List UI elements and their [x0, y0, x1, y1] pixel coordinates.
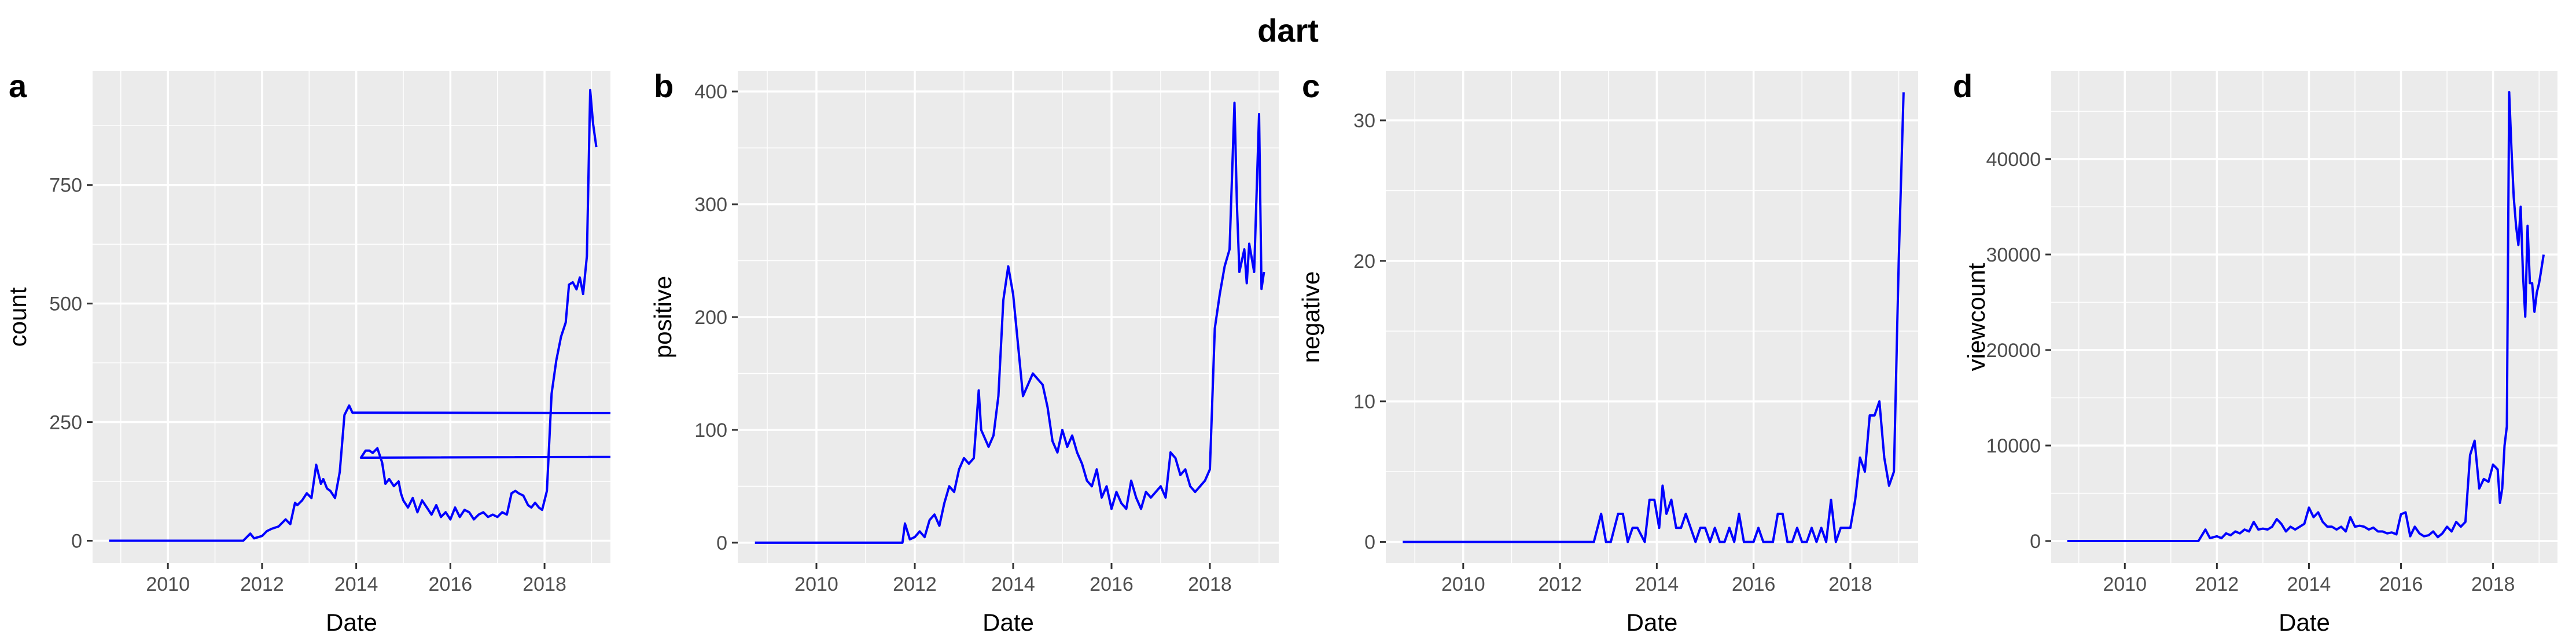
y-tick-label: 30000 — [1986, 244, 2041, 266]
y-axis-title-c: negative — [1297, 271, 1324, 363]
x-tick-label: 2014 — [991, 573, 1035, 595]
x-tick-label: 2010 — [794, 573, 838, 595]
y-tick-label: 500 — [49, 293, 82, 315]
x-tick-label: 2018 — [1828, 573, 1872, 595]
y-tick-label: 400 — [694, 81, 727, 103]
x-tick-label: 2010 — [2103, 573, 2147, 595]
y-tick-label: 0 — [71, 530, 82, 552]
x-tick-label: 2018 — [2471, 573, 2515, 595]
y-tick-label: 20 — [1353, 251, 1375, 273]
x-axis-title-d: Date — [2279, 609, 2330, 636]
panel-label-b: b — [654, 68, 674, 104]
plot-background — [93, 71, 610, 563]
panel-label-c: c — [1302, 68, 1320, 104]
y-tick-label: 10000 — [1986, 435, 2041, 457]
x-tick-label: 2016 — [1090, 573, 1134, 595]
figure-title: dart — [1257, 12, 1319, 49]
x-tick-label: 2010 — [146, 573, 190, 595]
x-tick-label: 2014 — [334, 573, 378, 595]
x-tick-label: 2012 — [1538, 573, 1582, 595]
x-axis-title-c: Date — [1626, 609, 1678, 636]
panel-b: b Date positive 2010 2012 2014 2016 2018 0 100… — [649, 68, 1279, 636]
x-tick-label: 2018 — [1188, 573, 1232, 595]
y-axis-title-a: count — [4, 287, 31, 347]
x-tick-label: 2012 — [893, 573, 937, 595]
y-tick-label: 20000 — [1986, 340, 2041, 362]
panel-c: c Date negative 2010 2012 2014 2016 2018 0 10 2… — [1297, 68, 1918, 636]
y-tick-label: 30 — [1353, 110, 1375, 132]
y-axis-title-b: positive — [649, 276, 676, 358]
y-tick-label: 0 — [1364, 532, 1375, 554]
x-tick-label: 2016 — [1732, 573, 1776, 595]
x-tick-label: 2016 — [429, 573, 473, 595]
x-tick-label: 2014 — [2287, 573, 2331, 595]
x-axis-title-a: Date — [326, 609, 377, 636]
plot-background — [2051, 71, 2557, 563]
plot-background — [1386, 71, 1918, 563]
y-tick-label: 0 — [716, 532, 727, 554]
y-tick-label: 0 — [2030, 531, 2041, 553]
panel-label-d: d — [1953, 68, 1973, 104]
x-axis-title-b: Date — [982, 609, 1034, 636]
x-tick-label: 2016 — [2379, 573, 2423, 595]
y-tick-label: 40000 — [1986, 149, 2041, 171]
x-tick-label: 2010 — [1441, 573, 1485, 595]
y-tick-label: 10 — [1353, 391, 1375, 413]
x-tick-label: 2012 — [2195, 573, 2239, 595]
y-tick-label: 200 — [694, 307, 727, 329]
x-tick-label: 2014 — [1635, 573, 1679, 595]
y-tick-label: 250 — [49, 412, 82, 434]
y-tick-label: 100 — [694, 419, 727, 441]
y-tick-label: 750 — [49, 175, 82, 197]
x-tick-label: 2018 — [522, 573, 566, 595]
panel-label-a: a — [9, 68, 27, 104]
y-tick-label: 300 — [694, 194, 727, 216]
x-tick-label: 2012 — [240, 573, 284, 595]
